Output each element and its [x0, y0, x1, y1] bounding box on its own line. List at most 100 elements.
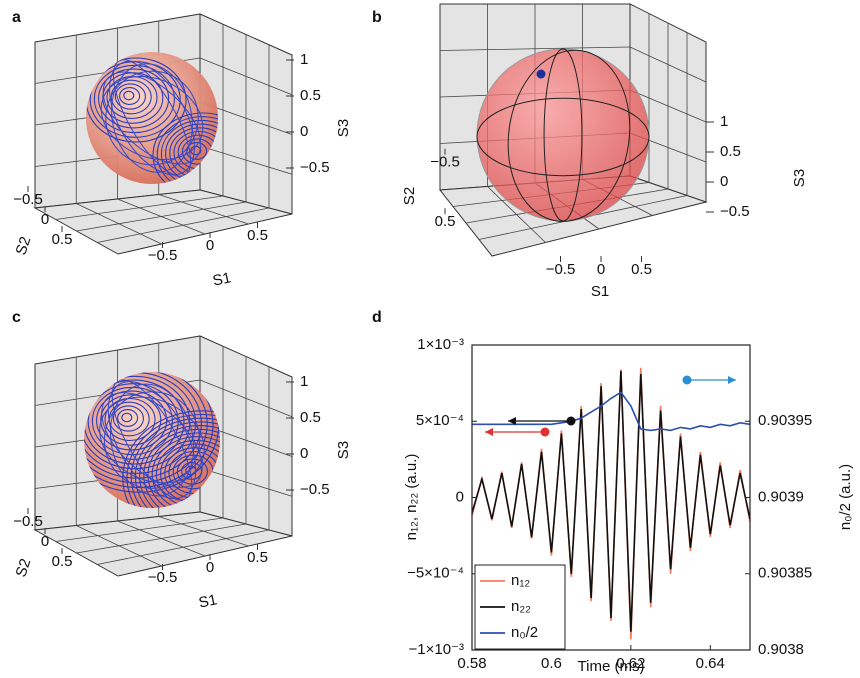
trajectory-loop [84, 379, 185, 465]
y2-axis-label: n₀/2 (a.u.) [837, 464, 854, 530]
pane-grid [158, 194, 249, 225]
trajectory-loop [123, 90, 135, 101]
z-tick-label: 0 [300, 445, 308, 462]
trajectory-loop [121, 412, 133, 423]
trajectory-loop [152, 112, 218, 184]
trajectory-loop [139, 425, 220, 508]
x-tick-label: 0.6 [541, 655, 562, 672]
annotation-dot [682, 375, 692, 385]
trajectory-loop [98, 68, 170, 129]
annotation-arrowhead [508, 417, 516, 425]
trajectory-loop [160, 119, 218, 184]
trajectory-loop [102, 71, 202, 165]
pane-grid [158, 516, 249, 547]
trajectory-loop [117, 409, 139, 427]
trajectory-loop [86, 57, 187, 143]
y-tick-label: 0.5 [435, 213, 456, 230]
trajectory-loop [109, 60, 195, 176]
trajectory-loop [84, 372, 208, 484]
meridian [507, 49, 631, 222]
x-tick-label: 0.62 [616, 655, 645, 672]
y-tick-label: −0.5 [13, 513, 43, 530]
trajectory-loop [112, 405, 144, 432]
y-axis-label: S2 [13, 556, 35, 579]
z-tick-label: 0 [300, 123, 308, 140]
z-axis-label: S3 [335, 119, 352, 137]
pane-grid [76, 523, 247, 554]
y-tick-label: 0.5 [52, 553, 73, 570]
x-tick-label: −0.5 [148, 569, 178, 586]
trajectory-loop [126, 413, 220, 508]
panel-label: a [12, 9, 21, 26]
z-tick-label: 0 [720, 173, 728, 190]
y2-tick-label: 0.90395 [758, 412, 812, 429]
y-tick-label: −1×10⁻³ [409, 641, 464, 658]
x-tick-label: 0.58 [457, 655, 486, 672]
pane-grid [97, 207, 270, 243]
y2-tick-label: 0.9038 [758, 641, 804, 658]
y-tick-label: −0.5 [13, 191, 43, 208]
x-axis-label: S1 [211, 269, 232, 289]
data-line [471, 370, 751, 632]
trajectory-loop [107, 381, 197, 499]
y2-tick-label: 0.9039 [758, 488, 804, 505]
sphere [476, 48, 650, 222]
panel-label: d [372, 309, 382, 326]
trajectory-loop [84, 372, 214, 489]
y2-tick-label: 0.90385 [758, 565, 812, 582]
pane-grid [199, 145, 293, 175]
y-tick-label: 0 [456, 488, 464, 505]
trajectory-loop [100, 394, 162, 446]
pane-grid [629, 89, 707, 123]
trajectory-loop [84, 372, 202, 479]
pane [33, 189, 293, 255]
y-tick-label: 0 [41, 211, 49, 228]
annotation-arrowhead [485, 428, 493, 436]
legend-label: n₂₂ [511, 598, 531, 615]
trajectory-loop [156, 116, 218, 184]
y-tick-label: −0.5 [430, 154, 460, 171]
x-tick-label: 0.5 [631, 261, 652, 278]
pane-grid [76, 201, 247, 232]
pane-grid [199, 467, 293, 497]
z-tick-label: 0.5 [300, 87, 321, 104]
z-tick-label: 1 [300, 51, 308, 68]
x-tick-label: 0 [597, 261, 605, 278]
trajectory-loop [119, 87, 141, 105]
z-tick-label: 0.5 [300, 409, 321, 426]
trajectory-loop [130, 417, 220, 508]
y-tick-label: 0 [41, 533, 49, 550]
trajectory-loop [106, 75, 158, 120]
legend-label: n₀/2 [511, 624, 538, 641]
trajectory-loop [93, 64, 175, 134]
x-tick-label: 0.5 [247, 549, 268, 566]
z-axis-label: S3 [791, 169, 808, 187]
trajectory-loop [109, 383, 195, 497]
state-point [536, 69, 546, 79]
x-tick-label: 0 [206, 237, 214, 254]
data-line [472, 391, 751, 432]
z-axis-label: S3 [335, 441, 352, 459]
annotation-dot [566, 416, 576, 426]
trajectory-loop [96, 390, 168, 451]
x-tick-label: −0.5 [546, 261, 576, 278]
z-tick-label: −0.5 [300, 481, 330, 498]
panel-label: b [372, 9, 382, 26]
z-tick-label: 1 [720, 113, 728, 130]
x-tick-label: 0.64 [696, 655, 725, 672]
z-tick-label: 1 [300, 373, 308, 390]
pane [33, 511, 293, 577]
panel-label: c [12, 309, 21, 326]
equator [476, 97, 650, 177]
y-tick-label: 5×10⁻⁴ [416, 412, 464, 429]
y-axis-label: S2 [13, 234, 35, 257]
trajectory-loop [110, 79, 152, 115]
y-axis-label: n₁₂, n₂₂ (a.u.) [403, 454, 420, 541]
x-tick-label: 0.5 [247, 227, 268, 244]
x-axis-label: Time (ms) [578, 658, 645, 675]
z-tick-label: −0.5 [720, 203, 750, 220]
trajectory [86, 57, 218, 184]
trajectory-loop [151, 436, 220, 508]
x-tick-label: −0.5 [148, 247, 178, 264]
